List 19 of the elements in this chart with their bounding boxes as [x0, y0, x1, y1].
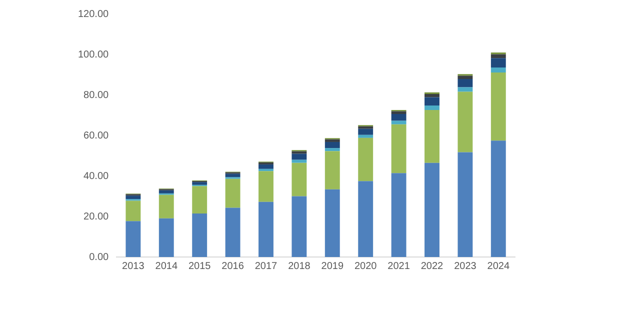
- x-tick-label: 2021: [388, 260, 410, 272]
- x-tick-label: 2019: [321, 260, 344, 272]
- x-tick-label: 2016: [222, 260, 244, 272]
- x-tick-label: 2017: [254, 260, 278, 272]
- x-tick-label: 2014: [155, 260, 178, 272]
- y-tick-label: 20.00: [84, 211, 110, 222]
- y-tick-label: 80.00: [84, 90, 110, 101]
- x-tick-label: 2015: [188, 260, 212, 272]
- x-tick-label: 2022: [420, 260, 444, 272]
- x-tick-label: 2013: [122, 260, 145, 272]
- y-tick-label: 40.00: [84, 170, 110, 182]
- y-tick-label: 0.00: [89, 252, 110, 263]
- y-tick-label: 100.00: [78, 49, 110, 60]
- x-tick-label: 2018: [288, 260, 311, 272]
- x-tick-label: 2023: [454, 260, 477, 272]
- x-tick-label: 2024: [487, 260, 510, 272]
- x-tick-label: 2020: [354, 260, 378, 272]
- y-tick-label: 120.00: [78, 8, 110, 20]
- y-tick-label: 60.00: [84, 130, 110, 142]
